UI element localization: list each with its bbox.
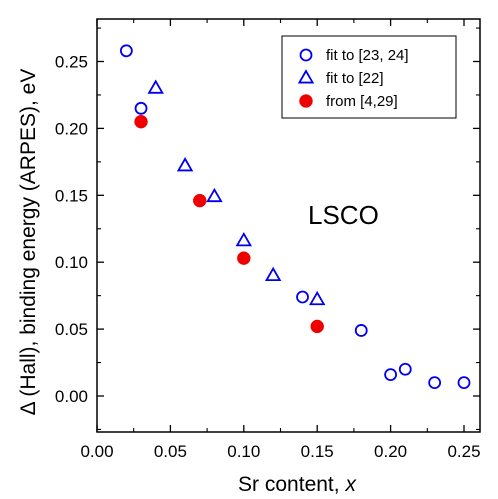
y-tick-label: 0.10 [55,253,88,272]
data-point-series-2 [147,79,164,94]
x-tick-label: 0.05 [154,442,187,461]
data-point-series-1 [296,290,309,304]
legend-label-1: fit to [23, 24] [326,47,409,64]
data-point-series-3 [237,251,251,265]
data-point-series-2 [308,290,326,306]
x-axis-title: Sr content, x [238,473,357,496]
data-point-series-1 [119,44,133,58]
axis-ticks [96,19,480,432]
data-point-series-3 [193,193,207,208]
data-point-series-1 [428,376,442,390]
data-point-series-2 [176,157,194,172]
legend-marker-2 [297,69,315,84]
data-point-series-1 [354,324,368,337]
lsco-annotation: LSCO [308,200,379,230]
x-tick-label: 0.20 [374,442,407,461]
data-point-series-1 [134,101,148,115]
data-point-series-3 [310,319,324,334]
legend-label-2: fit to [22] [326,70,384,87]
y-tick-label: 0.20 [55,119,88,138]
y-tick-label: 0.00 [55,387,88,406]
data-point-series-1 [457,376,471,390]
x-tick-label: 0.25 [447,442,480,461]
data-point-series-2 [206,187,223,203]
legend: fit to [23, 24] fit to [22] from [4,29] [281,35,457,119]
x-tick-label: 0.00 [80,442,113,461]
data-point-series-3 [134,114,148,129]
data-point-series-2 [264,266,282,282]
x-tick-label: 0.15 [301,442,334,461]
data-point-series-1 [384,368,398,381]
legend-label-3: from [4,29] [326,93,398,110]
y-tick-label: 0.25 [55,53,88,72]
data-point-series-2 [235,231,253,247]
data-marks [119,44,471,390]
plot-frame [96,18,481,433]
x-tick-label: 0.10 [227,442,260,461]
y-axis-title: Δ (Hall), binding energy (ARPES), eV [17,69,40,416]
legend-marker-1 [299,48,313,62]
legend-marker-3 [299,94,313,108]
y-tick-label: 0.05 [55,320,88,339]
tick-labels: 0.00 0.05 0.10 0.15 0.20 0.25 0.00 0.05 0.10 0.15… [55,53,481,462]
y-tick-label: 0.15 [55,186,88,205]
data-point-series-1 [398,362,412,376]
